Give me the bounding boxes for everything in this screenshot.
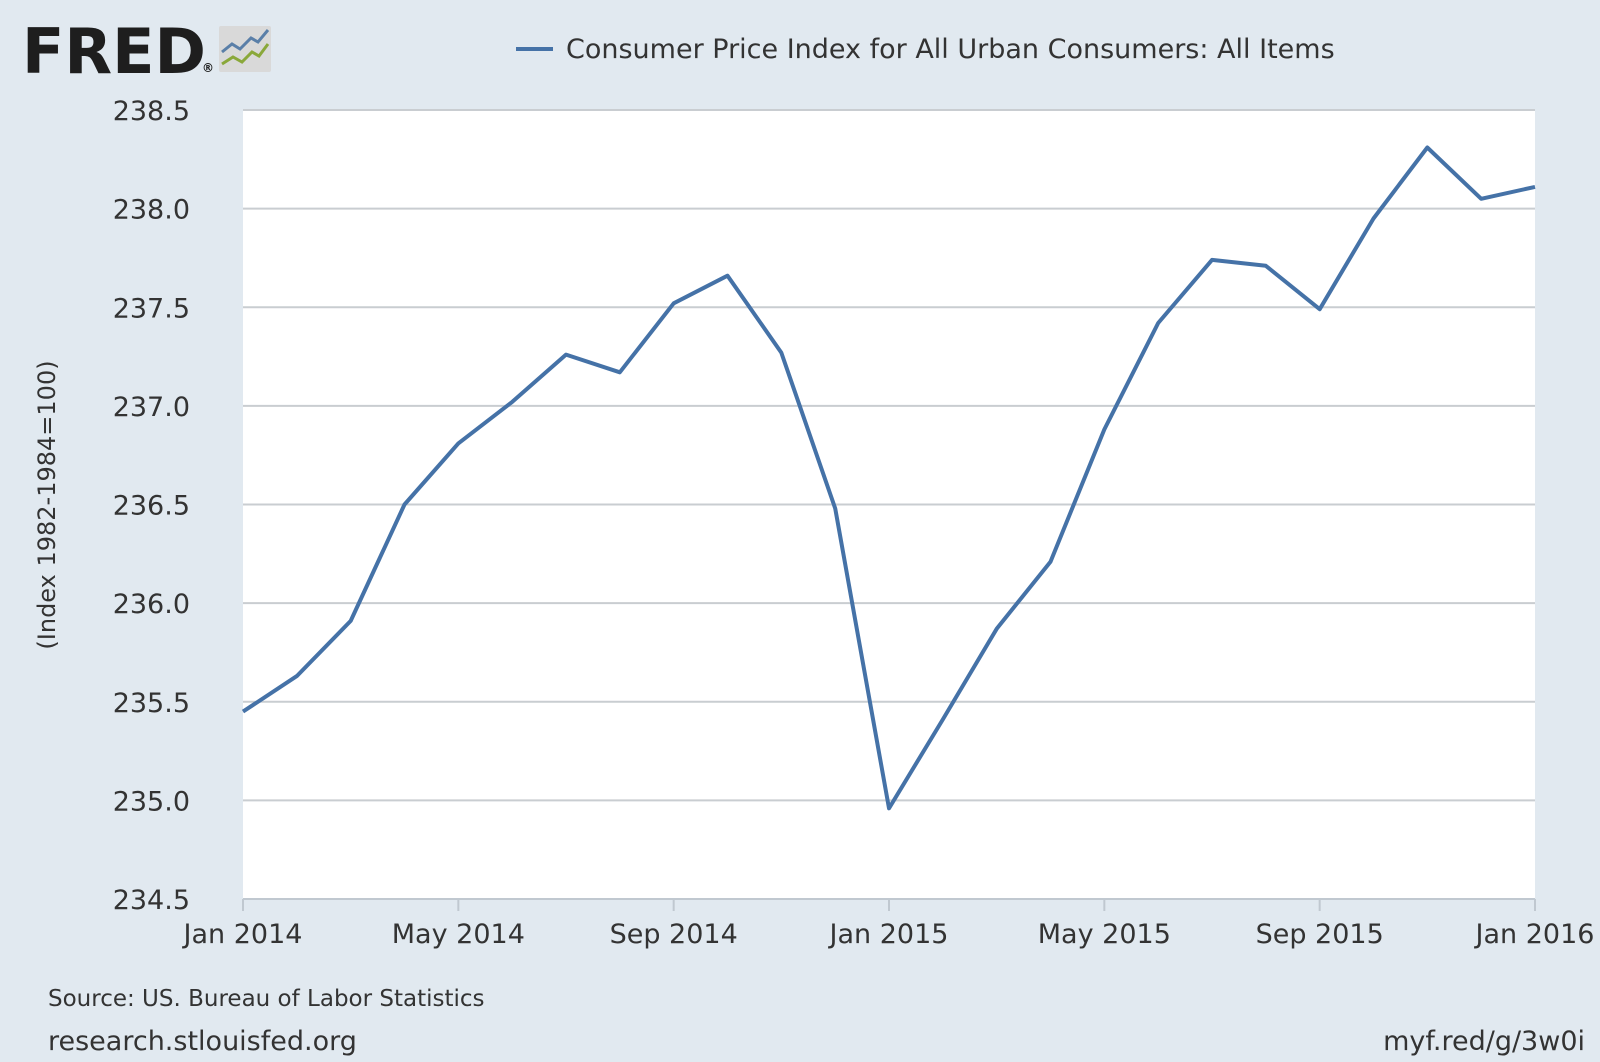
y-tick-label: 238.0	[113, 195, 190, 226]
x-tick-label: Sep 2014	[610, 919, 738, 950]
x-tick-label: Jan 2014	[182, 919, 303, 950]
data-point[interactable]	[561, 350, 571, 360]
y-tick-label: 236.5	[113, 491, 190, 522]
data-point[interactable]	[992, 624, 1002, 634]
y-tick-label: 235.5	[113, 688, 190, 719]
data-point[interactable]	[1153, 318, 1163, 328]
data-point[interactable]	[723, 271, 733, 281]
short-url-link[interactable]: myf.red/g/3w0i	[1383, 1026, 1585, 1057]
data-point[interactable]	[1207, 255, 1217, 265]
y-tick-label: 235.0	[113, 786, 190, 817]
data-point[interactable]	[1046, 557, 1056, 567]
data-point[interactable]	[776, 348, 786, 358]
data-point[interactable]	[830, 503, 840, 513]
data-point[interactable]	[292, 671, 302, 681]
data-point[interactable]	[669, 298, 679, 308]
data-point[interactable]	[1476, 194, 1486, 204]
data-point[interactable]	[1369, 213, 1379, 223]
fred-logo[interactable]: FRED ®	[22, 15, 271, 88]
data-point[interactable]	[1422, 142, 1432, 152]
data-point[interactable]	[1261, 261, 1271, 271]
y-tick-label: 236.0	[113, 589, 190, 620]
data-point[interactable]	[1315, 304, 1325, 314]
data-point[interactable]	[238, 707, 248, 717]
legend[interactable]: Consumer Price Index for All Urban Consu…	[516, 34, 1335, 65]
x-tick-label: Jan 2015	[828, 919, 949, 950]
y-axis: 234.5 235.0 235.5 236.0 236.5 237.0 237.5 238.0…	[113, 96, 190, 916]
y-tick-label: 237.5	[113, 293, 190, 324]
legend-label: Consumer Price Index for All Urban Consu…	[566, 34, 1335, 65]
series-line[interactable]	[241, 145, 1536, 811]
series-group	[238, 142, 1540, 813]
x-tick-label: Sep 2015	[1256, 919, 1384, 950]
x-tick-label: May 2015	[1038, 919, 1171, 950]
data-point[interactable]	[507, 397, 517, 407]
data-point[interactable]	[1099, 425, 1109, 435]
site-link[interactable]: research.stlouisfed.org	[48, 1026, 357, 1057]
logo-text: FRED	[22, 15, 206, 88]
data-point[interactable]	[615, 367, 625, 377]
x-axis: Jan 2014 May 2014 Sep 2014 Jan 2015 May 2015…	[182, 898, 1595, 950]
data-point[interactable]	[884, 803, 894, 813]
data-point[interactable]	[938, 715, 948, 725]
y-axis-label: (Index 1982-1984=100)	[33, 360, 61, 649]
x-tick-label: Jan 2016	[1474, 919, 1595, 950]
data-point[interactable]	[400, 500, 410, 510]
data-point[interactable]	[1530, 182, 1540, 192]
source-text: Source: US. Bureau of Labor Statistics	[48, 986, 485, 1012]
logo-chart-icon	[219, 26, 271, 72]
y-tick-label: 237.0	[113, 392, 190, 423]
y-tick-label: 234.5	[113, 885, 190, 916]
data-point[interactable]	[346, 616, 356, 626]
data-point[interactable]	[453, 438, 463, 448]
y-tick-label: 238.5	[113, 96, 190, 127]
logo-registered: ®	[202, 61, 214, 75]
x-tick-label: May 2014	[392, 919, 525, 950]
